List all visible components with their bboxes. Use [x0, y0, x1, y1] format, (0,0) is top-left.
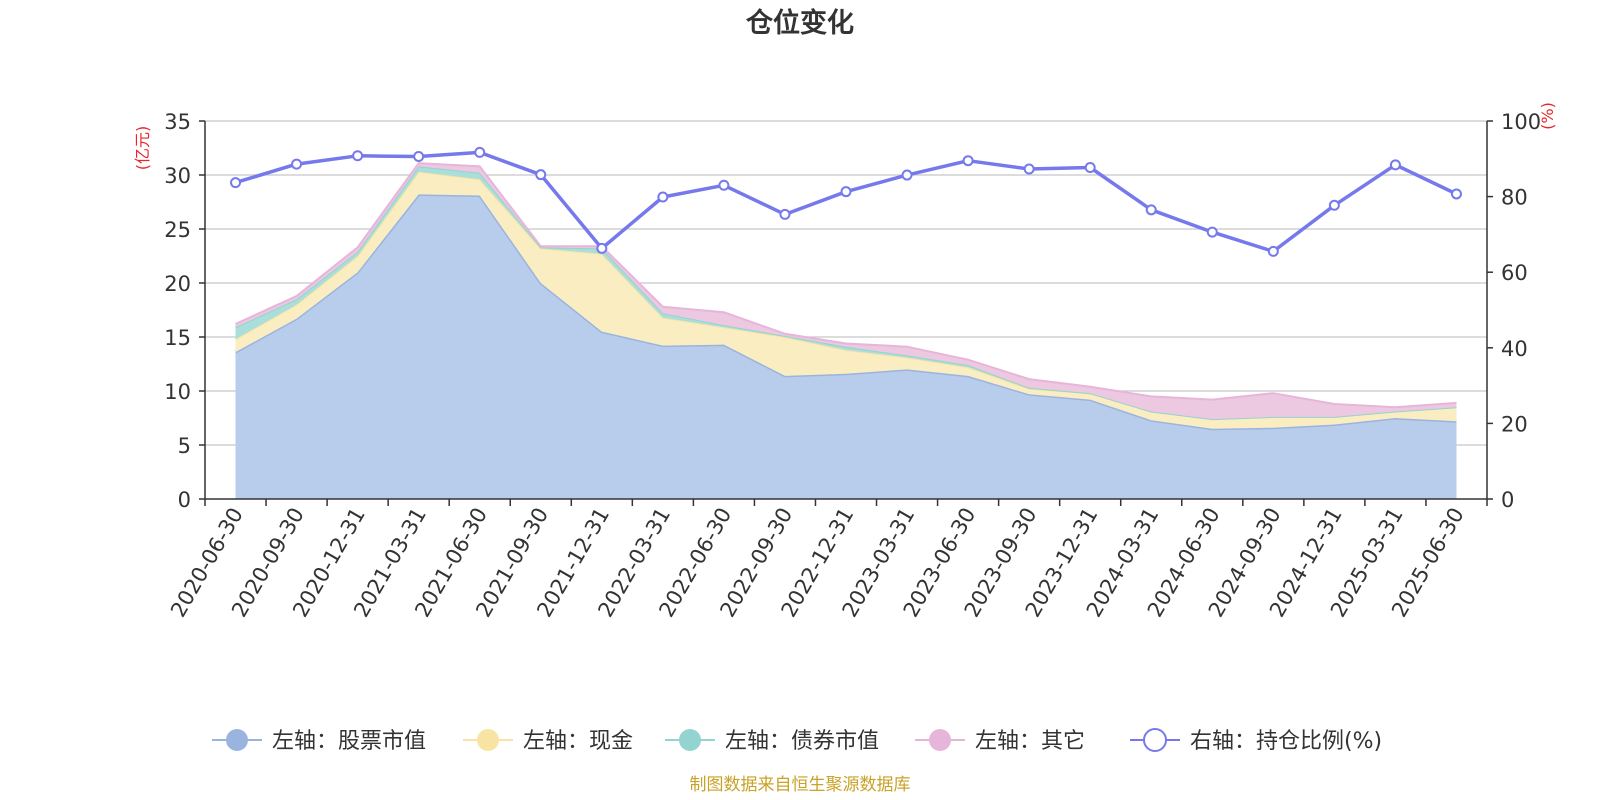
legend-item-3: 左轴：债券市值 [665, 729, 879, 754]
ratio-point-2021-12-31 [596, 242, 608, 254]
ratio-line [230, 146, 1462, 257]
ratio-point-2022-12-31 [840, 186, 852, 198]
area-edge-series-4 [235, 162, 1457, 409]
ratio-point-2023-06-30 [962, 155, 974, 167]
legend-item-2: 左轴：现金 [463, 729, 633, 754]
ratio-point-2025-06-30 [1450, 188, 1462, 200]
ratio-point-2025-03-31 [1389, 159, 1401, 171]
legend-label-2: 左轴：现金 [523, 729, 633, 754]
right-tick-label-40: 40 [1501, 337, 1528, 361]
right-axis-unit-label: (%) [1538, 102, 1557, 130]
legend-item-1: 左轴：股票市值 [212, 729, 426, 754]
right-tick-label-100: 100 [1501, 110, 1541, 134]
legend-marker-3 [679, 729, 701, 751]
legend-label-5: 右轴：持仓比例(%) [1190, 729, 1382, 754]
legend: 左轴：股票市值 左轴：现金 左轴：债券市值 左轴：其它 右轴：持仓比例(%) [212, 728, 1382, 754]
ratio-point-2022-06-30 [718, 179, 730, 191]
ratio-point-2021-03-31 [413, 151, 425, 163]
left-tick-label-10: 10 [164, 380, 191, 404]
left-tick-label-5: 5 [178, 434, 191, 458]
legend-marker-4 [929, 729, 951, 751]
left-tick-label-25: 25 [164, 218, 191, 242]
ratio-point-2021-06-30 [474, 146, 486, 158]
ratio-point-2024-03-31 [1145, 204, 1157, 216]
legend-marker-2 [477, 729, 499, 751]
right-tick-label-20: 20 [1501, 412, 1528, 436]
ratio-point-2024-06-30 [1206, 226, 1218, 238]
ratio-point-2023-03-31 [901, 169, 913, 181]
area-series-1 [235, 194, 1457, 499]
left-axis-unit-label: (亿元) [133, 126, 152, 171]
left-tick-label-35: 35 [164, 110, 191, 134]
chart-title: 仓位变化 [745, 7, 854, 39]
right-tick-label-80: 80 [1501, 186, 1528, 210]
left-tick-label-0: 0 [178, 488, 191, 512]
legend-label-4: 左轴：其它 [975, 729, 1085, 754]
legend-label-3: 左轴：债券市值 [725, 729, 879, 754]
legend-marker-5 [1143, 728, 1167, 752]
ratio-point-2020-12-31 [352, 150, 364, 162]
ratio-point-2023-09-30 [1023, 163, 1035, 175]
ratio-point-2023-12-31 [1084, 161, 1096, 173]
ratio-point-2024-09-30 [1267, 245, 1279, 257]
left-tick-label-15: 15 [164, 326, 191, 350]
left-tick-label-20: 20 [164, 272, 191, 296]
ratio-point-2022-09-30 [779, 208, 791, 220]
left-tick-label-30: 30 [164, 164, 191, 188]
legend-item-4: 左轴：其它 [915, 729, 1085, 754]
ratio-point-2020-09-30 [291, 158, 303, 170]
legend-marker-1 [226, 729, 248, 751]
ratio-point-2022-03-31 [657, 191, 669, 203]
stacked-areas [234, 162, 1457, 499]
legend-item-5: 右轴：持仓比例(%) [1130, 728, 1382, 754]
source-footnote: 制图数据来自恒生聚源数据库 [690, 775, 911, 795]
ratio-point-2021-09-30 [535, 169, 547, 181]
ratio-point-2020-06-30 [230, 177, 242, 189]
right-tick-label-0: 0 [1501, 488, 1514, 512]
ratio-point-2024-12-31 [1328, 199, 1340, 211]
right-tick-label-60: 60 [1501, 261, 1528, 285]
legend-label-1: 左轴：股票市值 [272, 729, 426, 754]
